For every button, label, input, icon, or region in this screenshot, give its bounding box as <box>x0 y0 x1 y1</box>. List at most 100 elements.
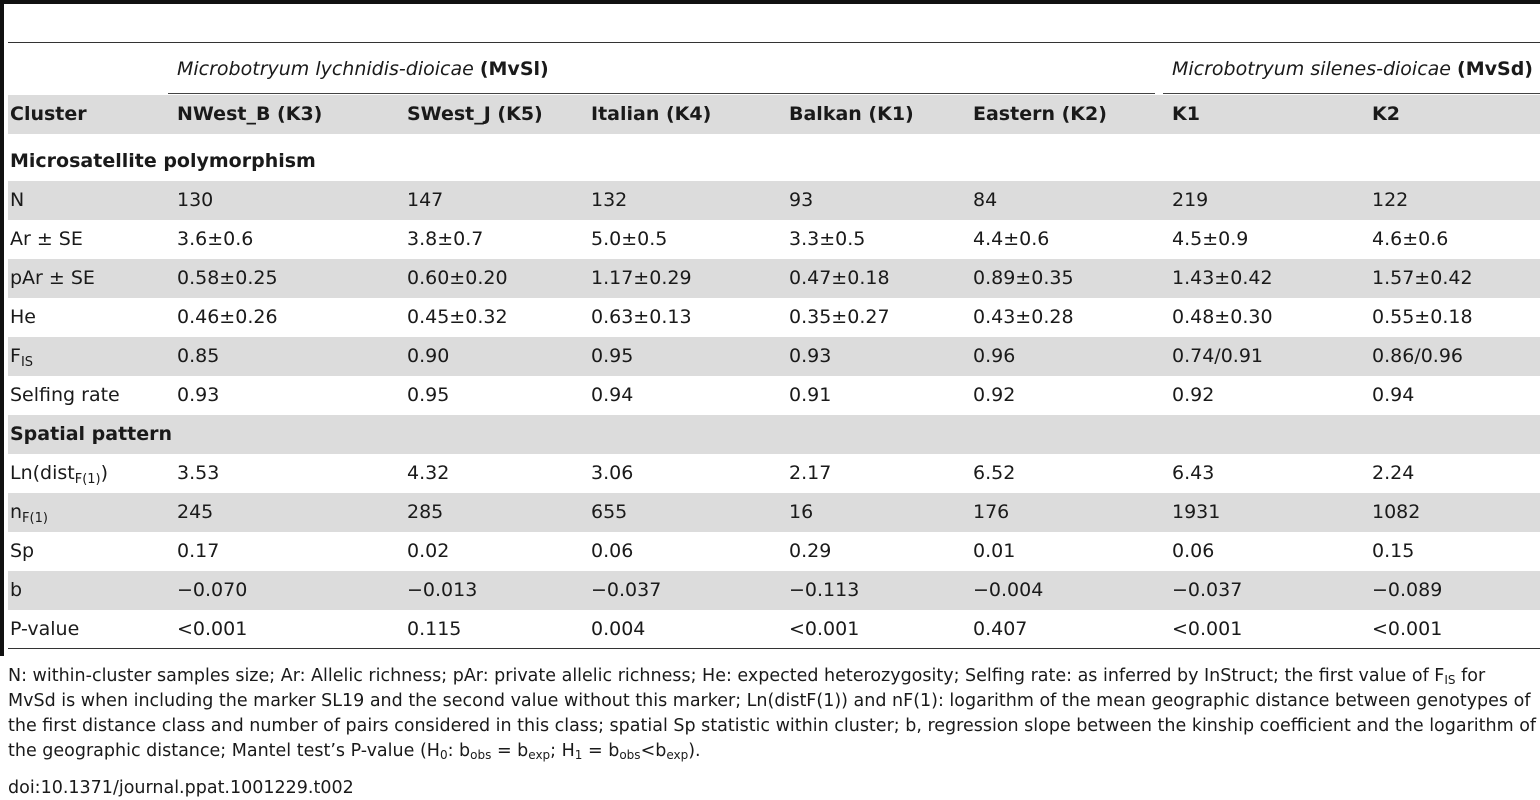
group-species-mvsd: Microbotryum silenes-dioicae <box>1172 58 1451 80</box>
table-cell: 0.85 <box>177 345 220 367</box>
table-row: Ar ± SE 3.6±0.6 3.8±0.7 5.0±0.5 3.3±0.5 … <box>8 220 1540 259</box>
table-cell: 0.48±0.30 <box>1172 306 1273 328</box>
table-cell: −0.089 <box>1372 579 1443 601</box>
table-cell: 0.01 <box>973 540 1016 562</box>
table-cell: 3.3±0.5 <box>789 228 866 250</box>
table-cell: 0.63±0.13 <box>591 306 692 328</box>
row-label: Selfing rate <box>10 384 120 406</box>
table-cell: 0.94 <box>591 384 634 406</box>
table-row: Selfing rate 0.93 0.95 0.94 0.91 0.92 0.… <box>8 376 1540 415</box>
row-label: b <box>10 579 23 601</box>
footnote-text: = b <box>491 741 529 761</box>
table-bottom-rule <box>8 648 1540 649</box>
row-label: Sp <box>10 540 35 562</box>
table-cell: 6.43 <box>1172 462 1215 484</box>
header-cluster: Cluster <box>10 103 87 125</box>
table-row: He 0.46±0.26 0.45±0.32 0.63±0.13 0.35±0.… <box>8 298 1540 337</box>
footnote-text: ). <box>688 741 701 761</box>
table-cell: 0.93 <box>177 384 220 406</box>
table-cell: 285 <box>407 501 444 523</box>
row-label: Ar ± SE <box>10 228 83 250</box>
header-col: K2 <box>1372 103 1400 125</box>
table-cell: 1931 <box>1172 501 1221 523</box>
table-cell: 0.91 <box>789 384 832 406</box>
table-cell: 0.06 <box>1172 540 1215 562</box>
table-cell: 93 <box>789 189 814 211</box>
table-cell: 132 <box>591 189 628 211</box>
header-row: Cluster NWest_B (K3) SWest_J (K5) Italia… <box>8 95 1540 134</box>
table-cell: 219 <box>1172 189 1209 211</box>
table-cell: 1.17±0.29 <box>591 267 692 289</box>
footnote-sub: 1 <box>574 748 583 762</box>
table-cell: −0.004 <box>973 579 1044 601</box>
species-group-header: Microbotryum lychnidis-dioicae (MvSl) Mi… <box>0 52 1540 86</box>
row-label: FIS <box>10 337 33 376</box>
group-label-mvsd: Microbotryum silenes-dioicae (MvSd) <box>1172 52 1533 86</box>
header-col: Italian (K4) <box>591 103 712 125</box>
table-row: nF(1) 245 285 655 16 176 1931 1082 <box>8 493 1540 532</box>
table-row: FIS 0.85 0.90 0.95 0.93 0.96 0.74/0.91 0… <box>8 337 1540 376</box>
doi-link[interactable]: doi:10.1371/journal.ppat.1001229.t002 <box>8 778 354 798</box>
table-cell: 0.93 <box>789 345 832 367</box>
group-underline-mvsl <box>168 93 1155 94</box>
table-row: b −0.070 −0.013 −0.037 −0.113 −0.004 −0.… <box>8 571 1540 610</box>
table-cell: −0.037 <box>591 579 662 601</box>
table-row: P-value <0.001 0.115 0.004 <0.001 0.407 … <box>8 610 1540 649</box>
table-cell: −0.013 <box>407 579 478 601</box>
table-cell: 0.95 <box>407 384 450 406</box>
table-cell: 3.06 <box>591 462 634 484</box>
table-cell: 0.06 <box>591 540 634 562</box>
group-label-mvsl: Microbotryum lychnidis-dioicae (MvSl) <box>177 52 549 86</box>
table-cell: 0.02 <box>407 540 450 562</box>
header-col: Balkan (K1) <box>789 103 914 125</box>
group-species-mvsl: Microbotryum lychnidis-dioicae <box>177 58 474 80</box>
table-cell: 0.29 <box>789 540 832 562</box>
table-cell: 0.86/0.96 <box>1372 345 1464 367</box>
table-row: Ln(distF(1)) 3.53 4.32 3.06 2.17 6.52 6.… <box>8 454 1540 493</box>
table-cell: 0.43±0.28 <box>973 306 1074 328</box>
table-cell: 0.407 <box>973 618 1028 640</box>
table-cell: 655 <box>591 501 628 523</box>
row-label-main: F <box>10 345 21 367</box>
footnote-sub: obs <box>470 748 492 762</box>
table-cell: 1.57±0.42 <box>1372 267 1473 289</box>
table-cell: 0.92 <box>1172 384 1215 406</box>
header-col: Eastern (K2) <box>973 103 1107 125</box>
table-cell: −0.113 <box>789 579 860 601</box>
table-cell: 0.55±0.18 <box>1372 306 1473 328</box>
table-cell: <0.001 <box>1372 618 1443 640</box>
table-cell: 0.17 <box>177 540 220 562</box>
row-label: He <box>10 306 36 328</box>
table-cell: 1.43±0.42 <box>1172 267 1273 289</box>
header-col: K1 <box>1172 103 1200 125</box>
section-title: Spatial pattern <box>10 423 173 445</box>
footnote-text: <b <box>640 741 667 761</box>
section-row-microsatellite: Microsatellite polymorphism <box>8 142 1540 181</box>
footnote-text: N: within-cluster samples size; Ar: Alle… <box>8 666 1445 686</box>
row-label-sub: IS <box>20 355 34 370</box>
header-col: NWest_B (K3) <box>177 103 323 125</box>
table-cell: 4.32 <box>407 462 450 484</box>
footnote-sub: obs <box>619 748 641 762</box>
row-label: Ln(distF(1)) <box>10 454 108 493</box>
table-cell: 0.74/0.91 <box>1172 345 1264 367</box>
row-label-sub: F(1) <box>74 472 101 487</box>
row-label-tail: ) <box>100 462 109 484</box>
row-label: nF(1) <box>10 493 48 532</box>
footnote-sub: exp <box>666 748 689 762</box>
group-abbr-mvsl: (MvSl) <box>479 58 549 80</box>
footnote-sub: 0 <box>439 748 448 762</box>
footnote-text: : b <box>447 741 471 761</box>
table-row: N 130 147 132 93 84 219 122 <box>8 181 1540 220</box>
top-border <box>0 0 1540 4</box>
table-cell: 0.95 <box>591 345 634 367</box>
table-cell: 0.89±0.35 <box>973 267 1074 289</box>
table-cell: <0.001 <box>789 618 860 640</box>
row-label: pAr ± SE <box>10 267 95 289</box>
row-label: P-value <box>10 618 80 640</box>
row-label-main: Ln(dist <box>10 462 75 484</box>
group-underline-mvsd <box>1163 93 1540 94</box>
table-cell: 122 <box>1372 189 1409 211</box>
table-cell: 0.46±0.26 <box>177 306 278 328</box>
table-cell: 0.94 <box>1372 384 1415 406</box>
